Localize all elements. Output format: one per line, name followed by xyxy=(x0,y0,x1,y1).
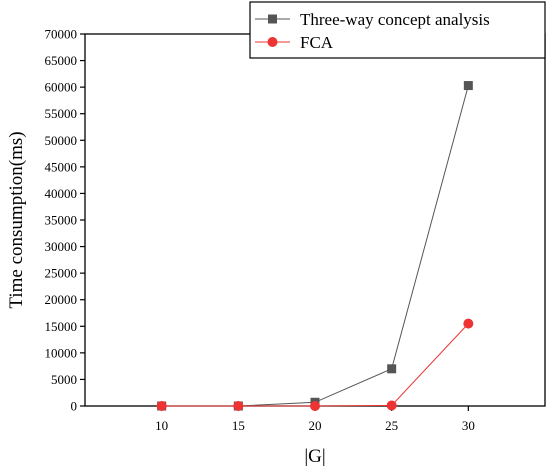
y-tick-label: 70000 xyxy=(45,27,78,42)
legend-box xyxy=(249,1,546,59)
y-tick-label: 20000 xyxy=(45,292,78,307)
y-tick-label: 25000 xyxy=(45,266,78,281)
y-tick-label: 0 xyxy=(71,399,78,414)
x-tick-label: 25 xyxy=(385,418,398,433)
y-axis-ticks: 0 5000 10000 15000 20000 25000 30000 35000 40000… xyxy=(45,27,85,414)
legend-marker-1 xyxy=(268,14,277,24)
legend: Three-way concept analysis FCA xyxy=(249,1,546,59)
series-2-point xyxy=(463,318,474,329)
x-axis-title: |G| xyxy=(304,446,325,467)
y-tick-label: 40000 xyxy=(45,186,78,201)
y-tick-label: 55000 xyxy=(45,106,78,121)
y-tick-label: 60000 xyxy=(45,80,78,95)
legend-label-2: FCA xyxy=(300,33,334,52)
series-2-point xyxy=(233,401,244,411)
y-tick-label: 10000 xyxy=(45,345,78,360)
legend-label-1: Three-way concept analysis xyxy=(300,10,490,29)
series-line-1 xyxy=(161,85,469,407)
series-layer xyxy=(156,81,474,411)
x-tick-label: 10 xyxy=(155,418,168,433)
series-2-point xyxy=(386,400,397,411)
axes xyxy=(84,33,546,407)
y-tick-label: 15000 xyxy=(45,319,78,334)
series-line-2 xyxy=(161,323,469,407)
y-tick-label: 45000 xyxy=(45,159,78,174)
series-1-point xyxy=(463,81,473,91)
y-tick-label: 5000 xyxy=(51,372,77,387)
y-axis-title: Time consumption(ms) xyxy=(6,131,27,308)
x-tick-label: 30 xyxy=(462,418,475,433)
y-tick-label: 30000 xyxy=(45,239,78,254)
x-tick-label: 20 xyxy=(309,418,322,433)
plot-frame xyxy=(84,33,546,407)
x-tick-label: 15 xyxy=(232,418,245,433)
legend-marker-2 xyxy=(267,37,278,47)
y-tick-label: 65000 xyxy=(45,53,78,68)
series-2-point xyxy=(156,401,167,411)
y-tick-label: 50000 xyxy=(45,133,78,148)
x-axis-ticks: 10 15 20 25 30 xyxy=(155,406,475,433)
series-1-point xyxy=(387,364,397,374)
series-2-point xyxy=(310,401,320,411)
y-tick-label: 35000 xyxy=(45,213,78,228)
